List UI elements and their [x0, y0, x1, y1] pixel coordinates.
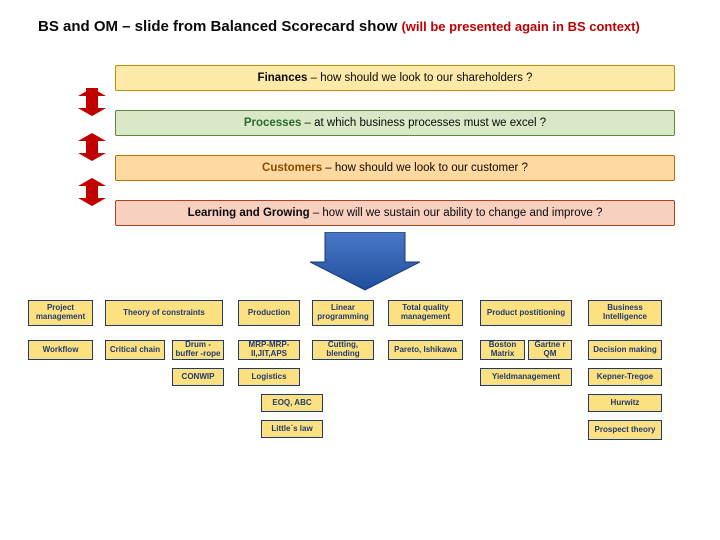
box-hw: Hurwitz [588, 394, 662, 412]
arrow-proc-cust [78, 133, 106, 166]
box-wf: Workflow [28, 340, 93, 360]
slide-title: BS and OM – slide from Balanced Scorecar… [38, 18, 640, 35]
box-gqm: Gartne r QM [528, 340, 572, 360]
arrow-cust-learn [78, 178, 106, 211]
box-log: Logistics [238, 368, 300, 386]
band-learning-label: Learning and Growing [188, 207, 310, 219]
big-arrow-down [310, 232, 420, 297]
band-customers: Customers – how should we look to our cu… [115, 155, 675, 181]
box-lp: Linear programming [312, 300, 374, 326]
band-finances-text: – how should we look to our shareholders… [307, 72, 532, 84]
band-learning: Learning and Growing – how will we susta… [115, 200, 675, 226]
band-processes: Processes – at which business processes … [115, 110, 675, 136]
box-conwip: CONWIP [172, 368, 224, 386]
band-processes-label: Processes [244, 117, 302, 129]
box-pareto: Pareto, Ishikawa [388, 340, 463, 360]
box-toc: Theory of constraints [105, 300, 223, 326]
box-mrp: MRP-MRP- II,JIT,APS [238, 340, 300, 360]
arrow-fin-proc [78, 88, 106, 121]
band-finances: Finances – how should we look to our sha… [115, 65, 675, 91]
title-sub: (will be presented again in BS context) [401, 19, 639, 34]
band-customers-label: Customers [262, 162, 322, 174]
box-prod: Production [238, 300, 300, 326]
box-ll: Little´s law [261, 420, 323, 438]
box-eoq: EOQ, ABC [261, 394, 323, 412]
box-dm: Decision making [588, 340, 662, 360]
box-pp: Product postitioning [480, 300, 572, 326]
box-kt: Kepner-Tregoe [588, 368, 662, 386]
band-customers-text: – how should we look to our customer ? [322, 162, 528, 174]
band-learning-text: – how will we sustain our ability to cha… [310, 207, 603, 219]
title-main: BS and OM – slide from Balanced Scorecar… [38, 18, 401, 35]
box-pt: Prospect theory [588, 420, 662, 440]
box-ym: Yieldmanagement [480, 368, 572, 386]
box-bm: Boston Matrix [480, 340, 525, 360]
band-finances-label: Finances [258, 72, 308, 84]
box-pm: Project management [28, 300, 93, 326]
box-cut: Cutting, blending [312, 340, 374, 360]
box-dbr: Drum -buffer -rope [172, 340, 224, 360]
box-cc: Critical chain [105, 340, 165, 360]
band-processes-text: – at which business processes must we ex… [301, 117, 546, 129]
box-bi: Business Intelligence [588, 300, 662, 326]
box-tqm: Total quality management [388, 300, 463, 326]
